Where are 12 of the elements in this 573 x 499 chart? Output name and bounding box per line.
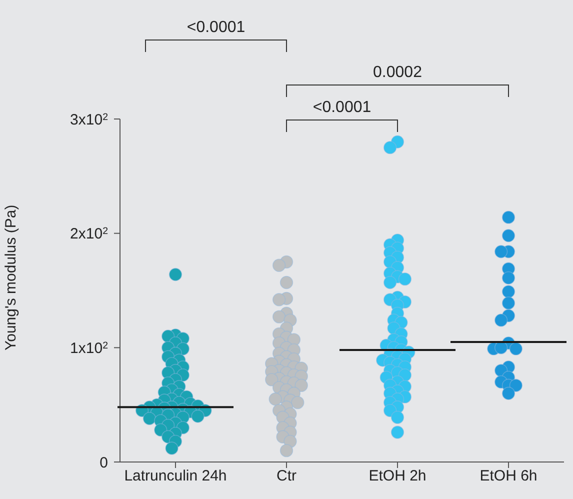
text: <0.0001 <box>186 19 246 36</box>
y-tick-label: 0 <box>100 454 108 472</box>
text: <0.0001 <box>312 99 372 116</box>
text: 0.0002 <box>373 64 422 81</box>
y-tick-label: 2x10$^{2}$ <box>70 226 108 243</box>
y-axis-title: Young's modulus (Pa) <box>2 204 20 350</box>
x-tick-label: Latrunculin 24h <box>124 468 227 485</box>
y-tick-label: 1x10$^{2}$ <box>70 340 108 357</box>
x-tick-label: EtOH 2h <box>368 468 426 485</box>
x-tick-label: Ctr <box>276 468 296 485</box>
y-tick-label: 3x10$^{2}$ <box>70 111 108 128</box>
x-tick-label: EtOH 6h <box>480 468 538 485</box>
